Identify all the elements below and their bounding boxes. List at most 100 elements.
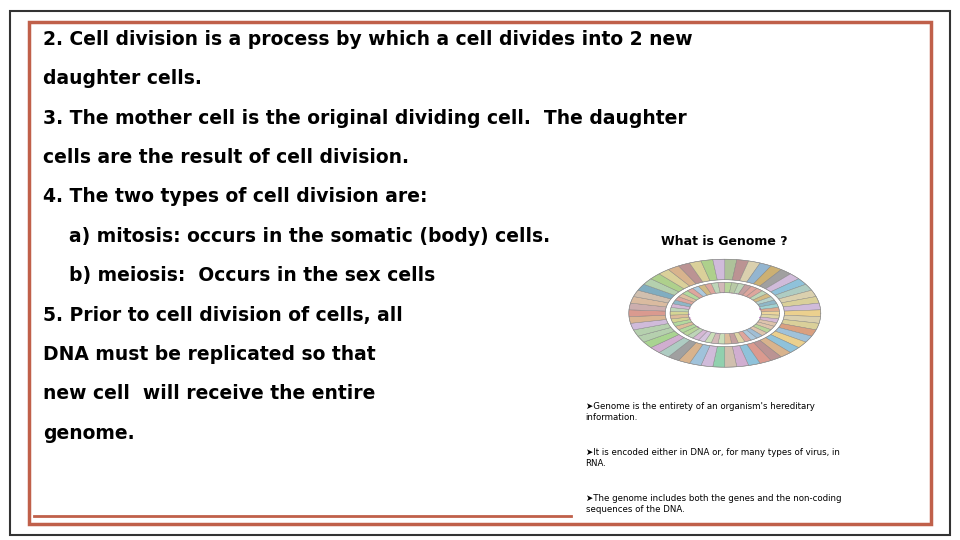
Text: ➤The genome includes both the genes and the non-coding
sequences of the DNA.: ➤The genome includes both the genes and … (586, 494, 841, 514)
Polygon shape (670, 307, 689, 312)
Polygon shape (629, 303, 666, 311)
Polygon shape (765, 335, 799, 353)
Polygon shape (683, 326, 700, 336)
Polygon shape (750, 326, 767, 336)
Polygon shape (660, 338, 690, 357)
Polygon shape (692, 330, 708, 340)
Polygon shape (638, 284, 675, 299)
Polygon shape (759, 317, 779, 323)
Polygon shape (784, 310, 821, 316)
Polygon shape (775, 284, 811, 299)
Polygon shape (771, 279, 805, 295)
Polygon shape (753, 294, 771, 302)
Text: 5. Prior to cell division of cells, all: 5. Prior to cell division of cells, all (43, 306, 403, 325)
Text: genome.: genome. (43, 424, 134, 443)
Text: cells are the result of cell division.: cells are the result of cell division. (43, 148, 409, 167)
Polygon shape (673, 300, 692, 307)
Polygon shape (739, 345, 760, 366)
Text: ➤It is encoded either in DNA or, for many types of virus, in
RNA.: ➤It is encoded either in DNA or, for man… (586, 448, 839, 468)
Polygon shape (733, 284, 745, 294)
Polygon shape (675, 322, 694, 330)
Polygon shape (750, 291, 767, 300)
Polygon shape (651, 335, 684, 353)
Polygon shape (779, 323, 816, 336)
Polygon shape (638, 327, 675, 342)
Polygon shape (738, 285, 751, 295)
Polygon shape (746, 288, 762, 298)
Polygon shape (756, 322, 775, 330)
Polygon shape (747, 263, 771, 284)
Polygon shape (760, 307, 780, 312)
Polygon shape (738, 331, 751, 342)
Polygon shape (644, 279, 679, 295)
Polygon shape (629, 310, 665, 316)
Polygon shape (651, 274, 684, 292)
Text: a) mitosis: occurs in the somatic (body) cells.: a) mitosis: occurs in the somatic (body)… (43, 227, 550, 246)
FancyBboxPatch shape (10, 11, 950, 535)
Polygon shape (730, 333, 738, 344)
Polygon shape (771, 331, 805, 348)
Polygon shape (670, 314, 689, 319)
Polygon shape (679, 324, 697, 333)
Text: DNA must be replicated so that: DNA must be replicated so that (43, 345, 375, 364)
Polygon shape (660, 269, 690, 289)
Text: 4. The two types of cell division are:: 4. The two types of cell division are: (43, 187, 428, 206)
Polygon shape (712, 259, 725, 280)
Polygon shape (725, 259, 737, 280)
Polygon shape (783, 303, 821, 311)
Polygon shape (725, 282, 732, 293)
FancyBboxPatch shape (29, 22, 931, 524)
Polygon shape (761, 311, 780, 315)
Polygon shape (679, 263, 703, 284)
Polygon shape (668, 340, 696, 361)
Text: b) meiosis:  Occurs in the sex cells: b) meiosis: Occurs in the sex cells (43, 266, 436, 285)
Polygon shape (699, 331, 711, 342)
Polygon shape (687, 328, 704, 338)
Text: 3. The mother cell is the original dividing cell.  The daughter: 3. The mother cell is the original divid… (43, 109, 687, 127)
Polygon shape (754, 340, 781, 361)
Polygon shape (671, 317, 690, 323)
Polygon shape (779, 290, 816, 303)
Polygon shape (730, 282, 738, 293)
Text: 2. Cell division is a process by which a cell divides into 2 new: 2. Cell division is a process by which a… (43, 30, 693, 49)
Polygon shape (673, 320, 692, 326)
Polygon shape (689, 345, 710, 366)
Polygon shape (711, 282, 720, 293)
Text: daughter cells.: daughter cells. (43, 69, 202, 88)
Polygon shape (757, 320, 777, 326)
Polygon shape (747, 342, 771, 363)
Polygon shape (733, 332, 745, 343)
Polygon shape (781, 296, 819, 307)
Polygon shape (683, 291, 700, 300)
Polygon shape (746, 328, 762, 338)
Polygon shape (757, 300, 777, 307)
Polygon shape (725, 347, 737, 367)
Polygon shape (671, 303, 690, 309)
Polygon shape (754, 266, 781, 286)
Polygon shape (699, 285, 711, 295)
Polygon shape (692, 286, 708, 296)
Polygon shape (705, 284, 716, 294)
Polygon shape (679, 342, 703, 363)
Polygon shape (629, 315, 666, 323)
Polygon shape (687, 288, 704, 298)
Polygon shape (711, 333, 720, 344)
Polygon shape (732, 260, 749, 281)
Polygon shape (705, 332, 716, 343)
Text: new cell  will receive the entire: new cell will receive the entire (43, 384, 375, 403)
Polygon shape (701, 260, 717, 281)
Polygon shape (742, 330, 757, 340)
Polygon shape (701, 346, 717, 367)
Polygon shape (644, 331, 679, 348)
Polygon shape (679, 294, 697, 302)
Polygon shape (742, 286, 757, 296)
Polygon shape (760, 314, 780, 319)
Polygon shape (634, 323, 671, 336)
Polygon shape (759, 269, 790, 289)
Polygon shape (631, 320, 668, 330)
Polygon shape (756, 296, 775, 305)
Polygon shape (668, 266, 696, 286)
Polygon shape (753, 324, 771, 333)
Polygon shape (759, 338, 790, 357)
Polygon shape (759, 303, 779, 309)
